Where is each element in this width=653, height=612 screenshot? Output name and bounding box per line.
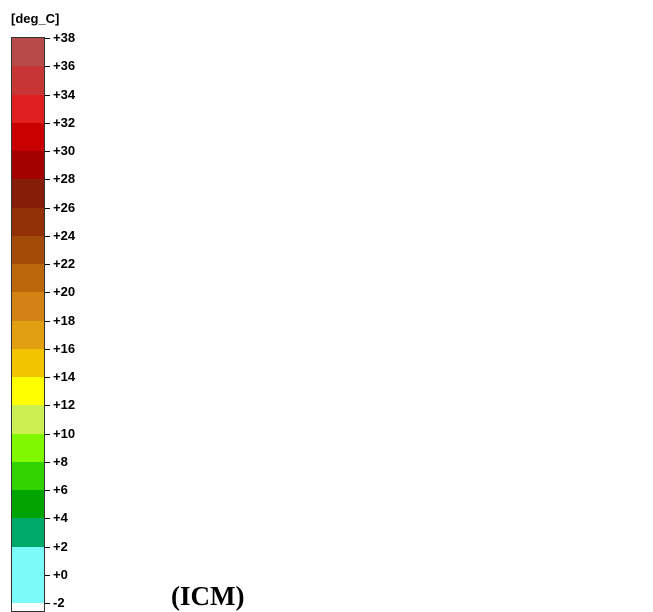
colorbar-tick-label: +8: [53, 454, 68, 469]
colorbar-swatch: [12, 518, 44, 547]
colorbar-tick: [45, 405, 50, 406]
colorbar-swatch: [12, 66, 44, 95]
colorbar-swatch: [12, 38, 44, 66]
colorbar-tick-label: +34: [53, 87, 76, 102]
colorbar-swatch: [12, 95, 44, 123]
left-edge-line: [0, 0, 3, 605]
colorbar-swatch: [12, 321, 44, 349]
colorbar-tick-label: +10: [53, 426, 76, 441]
colorbar-tick: [45, 264, 50, 265]
colorbar-tick: [45, 518, 50, 519]
colorbar-tick: [45, 208, 50, 209]
colorbar-swatch: [12, 264, 44, 292]
colorbar-swatch: [12, 434, 44, 462]
colorbar-tick: [45, 151, 50, 152]
colorbar-tick-label: +20: [53, 284, 76, 299]
colorbar-tick: [45, 603, 50, 604]
colorbar-swatch: [12, 377, 44, 405]
colorbar-swatch: [12, 575, 44, 603]
colorbar-tick: [45, 547, 50, 548]
colorbar-tick-label: +30: [53, 143, 76, 158]
colorbar-tick: [45, 179, 50, 180]
colorbar-tick-label: +6: [53, 482, 68, 497]
colorbar-swatch: [12, 123, 44, 151]
colorbar-tick: [45, 236, 50, 237]
colorbar-tick: [45, 349, 50, 350]
colorbar-swatch: [12, 405, 44, 434]
colorbar-swatch: [12, 208, 44, 236]
colorbar-tick: [45, 575, 50, 576]
colorbar-tick: [45, 434, 50, 435]
colorbar-swatch: [12, 151, 44, 179]
colorbar-swatch: [12, 547, 44, 575]
model-title: (ICM): [171, 581, 245, 611]
colorbar-tick: [45, 292, 50, 293]
colorbar-tick-label: +12: [53, 397, 76, 412]
colorbar-tick-label: +26: [53, 200, 76, 215]
colorbar-tick-label: +18: [53, 313, 76, 328]
colorbar-tick-label: +24: [53, 228, 76, 243]
colorbar-tick-label: +4: [53, 510, 68, 525]
colorbar-swatch: [12, 462, 44, 490]
unit-label: [deg_C]: [11, 11, 60, 26]
temperature-colorbar: [11, 37, 45, 612]
colorbar-swatch: [12, 490, 44, 518]
colorbar-tick: [45, 462, 50, 463]
colorbar-tick-label: +0: [53, 567, 68, 582]
colorbar-tick: [45, 123, 50, 124]
colorbar-tick: [45, 377, 50, 378]
colorbar-tick: [45, 38, 50, 39]
colorbar-swatch: [12, 236, 44, 264]
colorbar-tick: [45, 490, 50, 491]
colorbar-tick-label: +16: [53, 341, 76, 356]
colorbar-tick: [45, 66, 50, 67]
colorbar-swatch: [12, 349, 44, 377]
colorbar-swatch: [12, 179, 44, 208]
colorbar-tick-label: +22: [53, 256, 76, 271]
colorbar-tick-label: +14: [53, 369, 76, 384]
colorbar-tick-label: +28: [53, 171, 76, 186]
colorbar-tick-label: +32: [53, 115, 76, 130]
colorbar-tick-label: +36: [53, 58, 76, 73]
colorbar-tick: [45, 321, 50, 322]
colorbar-tick-label: +2: [53, 539, 68, 554]
colorbar-tick-label: +38: [53, 30, 76, 45]
colorbar-tick-label: -2: [53, 595, 65, 610]
colorbar-tick: [45, 95, 50, 96]
colorbar-swatch: [12, 292, 44, 321]
